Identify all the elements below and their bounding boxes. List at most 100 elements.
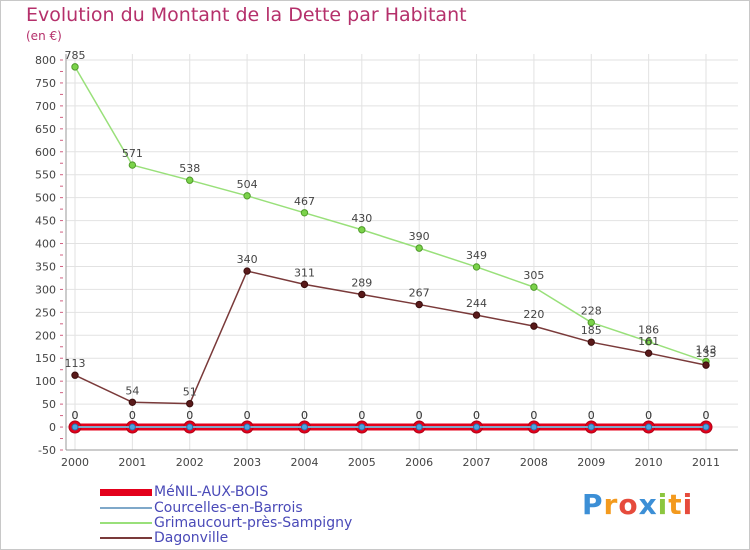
data-label-2: 504 — [237, 178, 258, 191]
legend-label: Courcelles-en-Barrois — [154, 500, 303, 516]
data-label-1: 0 — [645, 409, 652, 422]
logo-letter: r — [603, 488, 619, 521]
data-point-3 — [128, 398, 137, 406]
data-point-3 — [186, 399, 194, 408]
data-label-0: 0 — [588, 409, 595, 422]
data-label-3: 113 — [65, 357, 86, 370]
data-point-2 — [644, 338, 653, 346]
y-tick-label: 450 — [35, 215, 56, 228]
series-line-3 — [74, 270, 707, 405]
legend-item-menil-aux-bois: MéNIL-AUX-BOIS — [100, 484, 268, 500]
data-point-2 — [186, 176, 194, 184]
logo-letter: i — [682, 488, 694, 521]
y-tick-label: 350 — [35, 260, 56, 273]
data-label-3: 161 — [638, 335, 659, 348]
y-tick-label: 700 — [35, 100, 56, 113]
y-tick-label: 750 — [35, 77, 56, 90]
data-label-2: 538 — [179, 162, 200, 175]
data-label-0: 0 — [129, 409, 136, 422]
data-point-3 — [243, 267, 251, 275]
data-point-1 — [530, 423, 538, 431]
legend-label: Grimaucourt-près-Sampigny — [154, 515, 353, 531]
data-point-1 — [243, 423, 251, 431]
x-tick-label: 2011 — [692, 456, 720, 469]
data-label-3: 220 — [523, 308, 544, 321]
data-label-3: 244 — [466, 297, 487, 310]
y-tick-label: 100 — [35, 375, 56, 388]
chart-title: Evolution du Montant de la Dette par Hab… — [26, 4, 467, 26]
data-label-3: 267 — [409, 287, 430, 300]
data-label-2: 571 — [122, 147, 143, 160]
y-tick-label: 200 — [35, 329, 56, 342]
data-label-2: 228 — [581, 304, 602, 317]
x-tick-label: 2009 — [577, 456, 605, 469]
data-point-2 — [415, 244, 423, 252]
data-point-3 — [300, 280, 309, 289]
data-label-1: 0 — [244, 409, 251, 422]
data-label-1: 0 — [358, 409, 365, 422]
data-point-3 — [702, 361, 710, 369]
data-point-1 — [587, 423, 595, 431]
data-point-1 — [128, 423, 136, 431]
data-point-3 — [472, 311, 481, 319]
data-label-0: 0 — [703, 409, 710, 422]
data-label-0: 0 — [416, 409, 423, 422]
data-label-0: 0 — [473, 409, 480, 422]
legend-swatch-grimaucourt-pres-sampigny — [100, 522, 152, 524]
data-label-0: 0 — [301, 409, 308, 422]
data-label-2: 430 — [351, 212, 372, 225]
data-label-0: 0 — [244, 409, 251, 422]
data-label-1: 0 — [588, 409, 595, 422]
data-label-2: 390 — [409, 230, 430, 243]
proxiti-logo[interactable]: Proxiti — [582, 488, 693, 521]
data-point-1 — [71, 423, 79, 431]
data-label-3: 289 — [351, 276, 372, 289]
data-label-0: 0 — [358, 409, 365, 422]
x-tick-label: 2004 — [290, 456, 318, 469]
data-label-2: 143 — [696, 343, 717, 356]
data-label-2: 467 — [294, 195, 315, 208]
x-tick-label: 2010 — [635, 456, 663, 469]
legend-label: Dagonville — [154, 530, 229, 546]
data-label-1: 0 — [416, 409, 423, 422]
data-label-2: 186 — [638, 324, 659, 337]
logo-letter: o — [618, 488, 639, 521]
legend-swatch-dagonville — [100, 537, 152, 539]
data-point-1 — [300, 423, 308, 431]
data-label-0: 0 — [645, 409, 652, 422]
data-point-2 — [243, 192, 251, 200]
data-point-2 — [300, 209, 309, 217]
logo-letter: i — [657, 488, 669, 521]
logo-letter: t — [668, 488, 683, 521]
y-tick-label: 800 — [35, 54, 56, 67]
data-label-3: 51 — [183, 386, 197, 399]
y-tick-label: 400 — [35, 238, 56, 251]
data-label-3: 311 — [294, 266, 315, 279]
data-label-1: 0 — [473, 409, 480, 422]
data-label-3: 340 — [237, 253, 258, 266]
y-tick-label: -50 — [38, 444, 56, 457]
data-label-3: 54 — [125, 384, 139, 397]
data-label-1: 0 — [129, 409, 136, 422]
data-label-1: 0 — [186, 409, 193, 422]
data-point-1 — [358, 423, 366, 431]
x-tick-label: 2002 — [176, 456, 204, 469]
series-line-2 — [74, 66, 707, 363]
x-tick-label: 2000 — [61, 456, 89, 469]
x-tick-label: 2006 — [405, 456, 433, 469]
y-tick-label: 250 — [35, 306, 56, 319]
data-point-2 — [587, 318, 595, 327]
data-label-1: 0 — [530, 409, 537, 422]
data-point-3 — [71, 371, 79, 379]
data-label-2: 305 — [523, 269, 544, 282]
data-point-2 — [71, 63, 79, 71]
y-tick-label: 300 — [35, 283, 56, 296]
x-tick-label: 2008 — [520, 456, 548, 469]
legend-swatch-menil-aux-bois — [100, 488, 152, 496]
data-label-1: 0 — [301, 409, 308, 422]
legend-item-courcelles-en-barrois: Courcelles-en-Barrois — [100, 500, 303, 516]
logo-letter: P — [582, 488, 604, 521]
y-tick-label: 500 — [35, 192, 56, 205]
y-tick-label: 150 — [35, 352, 56, 365]
data-label-0: 0 — [530, 409, 537, 422]
